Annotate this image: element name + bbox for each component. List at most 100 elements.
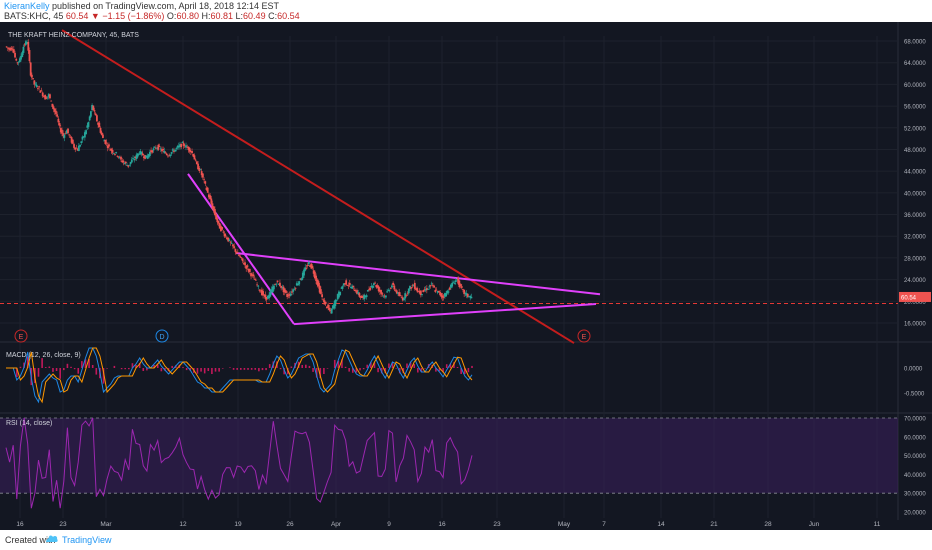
dividend-badge[interactable]: D	[155, 329, 169, 343]
candle-body	[126, 165, 128, 166]
candle	[79, 143, 81, 148]
price-tick-label: 44.0000	[904, 170, 926, 176]
candle	[253, 275, 256, 280]
candle-body	[380, 290, 382, 294]
candle-body	[28, 49, 31, 62]
candle-body	[279, 282, 281, 287]
candle	[46, 96, 49, 100]
candle	[167, 154, 169, 158]
candle	[437, 290, 440, 293]
candle	[21, 50, 24, 58]
candle-body	[356, 290, 358, 294]
candle-body	[240, 257, 243, 259]
candle-body	[429, 285, 432, 287]
candle	[433, 284, 435, 288]
earnings-badge[interactable]: E	[14, 329, 28, 343]
candle-body	[111, 149, 114, 153]
candle-body	[235, 251, 238, 254]
candle	[153, 146, 156, 149]
candle-body	[40, 90, 43, 92]
candle-body	[339, 291, 342, 296]
candle-body	[457, 277, 460, 284]
candle	[366, 289, 369, 292]
candle	[140, 151, 143, 157]
candle	[307, 260, 310, 266]
candle	[319, 286, 322, 295]
candle-body	[398, 292, 401, 297]
dividend-badge-label: D	[159, 334, 164, 341]
candle-body	[309, 265, 311, 267]
candle-body	[181, 141, 184, 143]
candle	[271, 284, 274, 293]
candle-body	[91, 105, 93, 111]
candle-body	[30, 74, 33, 78]
candle	[129, 161, 132, 167]
candle	[147, 153, 150, 159]
tradingview-brand-link[interactable]: TradingView	[62, 535, 112, 545]
candle	[139, 148, 142, 156]
price-tick-label: 20.0000	[904, 300, 926, 306]
candle-body	[347, 285, 350, 287]
candle-body	[271, 286, 274, 293]
candle-body	[304, 267, 307, 271]
candle-body	[328, 307, 331, 311]
candle	[247, 268, 250, 274]
candle	[210, 195, 213, 206]
candle-body	[282, 286, 285, 293]
candle	[223, 231, 226, 238]
candle-body	[423, 289, 426, 291]
triangle-left-leg	[187, 173, 295, 325]
candle	[346, 284, 349, 287]
candle-body	[366, 290, 369, 292]
candle	[363, 293, 366, 302]
candle	[96, 114, 98, 123]
candle	[397, 292, 399, 296]
author-link[interactable]: KieranKelly	[4, 1, 50, 11]
candle-body	[463, 289, 466, 295]
candle-body	[374, 282, 376, 284]
candle-body	[397, 292, 399, 294]
candle-body	[239, 256, 242, 258]
candle-body	[424, 289, 427, 291]
candle-body	[24, 41, 27, 45]
candle-body	[248, 268, 251, 272]
candle	[199, 168, 202, 171]
candle-body	[29, 62, 32, 76]
candle-body	[105, 142, 108, 144]
candle-body	[67, 128, 69, 134]
last-price-tag-label: 60.54	[901, 295, 917, 301]
candle-body	[116, 155, 119, 157]
chart-svg[interactable]: 68.0000 64.0000 60.0000 56.0000 52.0000 48.00…	[0, 22, 932, 530]
candle-body	[345, 280, 348, 285]
candle-body	[106, 145, 109, 149]
candle	[370, 283, 373, 289]
candle-body	[93, 110, 96, 112]
candle	[294, 287, 297, 291]
candle	[301, 270, 304, 280]
candle-body	[322, 299, 325, 301]
candle	[212, 206, 215, 214]
low-value: 60.49	[243, 11, 266, 21]
candle	[340, 286, 343, 290]
candle	[71, 139, 74, 145]
candle	[155, 145, 157, 150]
candle-body	[151, 150, 154, 153]
candle-body	[313, 271, 316, 279]
candle	[309, 264, 311, 268]
candle-body	[230, 243, 233, 244]
chart-panel[interactable]: 68.0000 64.0000 60.0000 56.0000 52.0000 48.00…	[0, 22, 932, 530]
candle-body	[262, 291, 264, 296]
earnings-badge-upcoming[interactable]: E	[577, 329, 591, 343]
candle-body	[416, 288, 419, 292]
candle	[412, 283, 415, 287]
candle	[138, 152, 140, 156]
candle-body	[298, 281, 301, 285]
candle-body	[269, 291, 272, 297]
candle-body	[306, 265, 309, 266]
publish-line: KieranKelly published on TradingView.com…	[4, 1, 279, 11]
down-arrow-icon: ▼	[90, 11, 100, 21]
candle-body	[158, 146, 161, 148]
candle-body	[37, 88, 39, 90]
candle	[415, 286, 417, 291]
candle	[416, 286, 419, 294]
